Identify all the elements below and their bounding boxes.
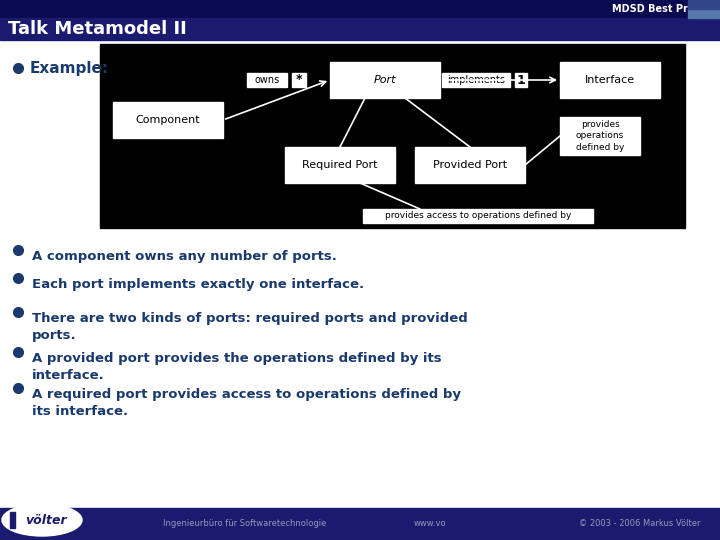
Bar — [415, 147, 525, 183]
Bar — [0, 0, 720, 18]
Bar — [712, 0, 720, 9]
Bar — [704, 9, 712, 18]
Ellipse shape — [2, 504, 82, 536]
Bar — [442, 73, 510, 87]
Bar — [712, 9, 720, 18]
Bar — [688, 0, 696, 9]
Bar — [696, 0, 704, 9]
Text: Ingenieurbüro für Softwaretechnologie: Ingenieurbüro für Softwaretechnologie — [163, 519, 327, 529]
Text: implements: implements — [447, 75, 505, 85]
Text: There are two kinds of ports: required ports and provided
ports.: There are two kinds of ports: required p… — [32, 312, 468, 342]
Text: Talk Metamodel II: Talk Metamodel II — [8, 20, 186, 38]
Text: Component: Component — [135, 115, 200, 125]
Text: A provided port provides the operations defined by its
interface.: A provided port provides the operations … — [32, 352, 441, 382]
Text: owns: owns — [254, 75, 279, 85]
Bar — [330, 62, 440, 98]
Text: Interface: Interface — [585, 75, 635, 85]
Text: Provided Port: Provided Port — [433, 160, 507, 170]
Text: Port: Port — [374, 75, 396, 85]
Text: © 2003 - 2006 Markus Völter: © 2003 - 2006 Markus Völter — [580, 519, 701, 529]
Bar — [0, 40, 720, 508]
Text: MDSD Best Practices: MDSD Best Practices — [612, 4, 720, 14]
Bar — [292, 73, 306, 87]
Bar — [704, 0, 712, 9]
Bar — [247, 73, 287, 87]
Bar — [0, 18, 720, 40]
Bar — [0, 508, 720, 540]
Text: provides
operations
defined by: provides operations defined by — [576, 120, 624, 152]
Text: Required Port: Required Port — [302, 160, 378, 170]
Text: 1: 1 — [517, 73, 526, 86]
Bar — [285, 147, 395, 183]
Bar — [10, 512, 15, 528]
Text: provides access to operations defined by: provides access to operations defined by — [384, 212, 571, 220]
Text: A component owns any number of ports.: A component owns any number of ports. — [32, 250, 337, 263]
Bar — [560, 62, 660, 98]
Text: *: * — [296, 73, 302, 86]
Text: A required port provides access to operations defined by
its interface.: A required port provides access to opera… — [32, 388, 461, 418]
Text: Example:: Example: — [30, 60, 109, 76]
Bar — [363, 209, 593, 223]
Text: www.vo: www.vo — [414, 519, 446, 529]
Bar — [515, 73, 527, 87]
Bar — [113, 102, 223, 138]
Text: Each port implements exactly one interface.: Each port implements exactly one interfa… — [32, 278, 364, 291]
Bar — [560, 117, 640, 155]
Bar — [100, 44, 685, 228]
Bar — [696, 9, 704, 18]
Text: völter: völter — [25, 514, 67, 526]
Bar — [688, 9, 696, 18]
